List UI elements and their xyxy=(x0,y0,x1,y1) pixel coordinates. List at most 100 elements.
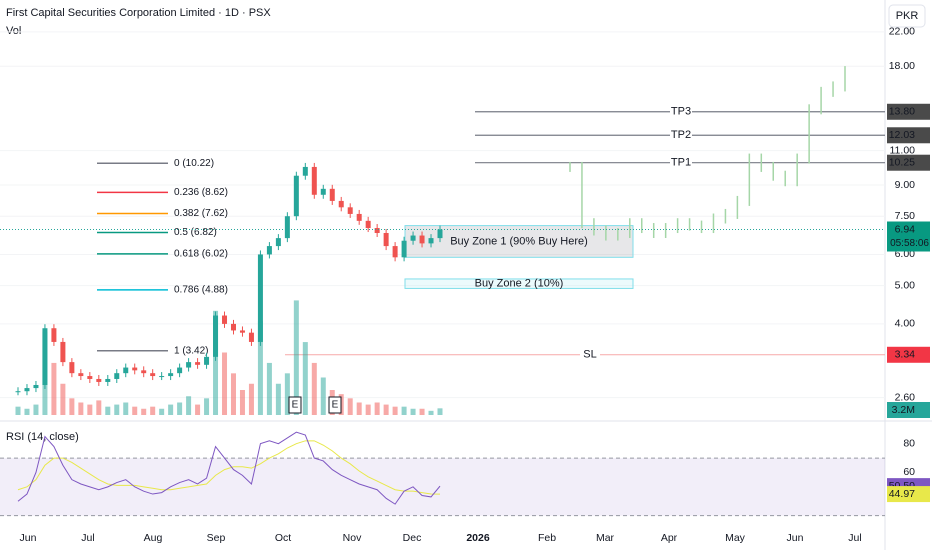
candle xyxy=(284,216,290,239)
event-marker xyxy=(288,396,302,414)
fib-label: 0.786 (4.88) xyxy=(174,284,228,295)
volume-bar xyxy=(33,404,39,415)
volume-bar xyxy=(275,383,281,415)
y-tick-label: 9.00 xyxy=(895,179,916,191)
event-label: E xyxy=(292,400,299,411)
candle xyxy=(195,362,201,365)
volume-bar xyxy=(302,342,308,415)
target-name: TP2 xyxy=(671,129,691,141)
volume-bar xyxy=(114,404,120,415)
candle xyxy=(419,235,425,244)
volume-bar xyxy=(365,404,371,415)
volume-bar xyxy=(213,310,219,415)
x-tick-label: Jun xyxy=(787,532,804,544)
rsi-tick-label: 80 xyxy=(903,437,915,449)
candle xyxy=(320,188,326,195)
candle xyxy=(365,220,371,229)
volume-bar xyxy=(428,410,434,415)
candle xyxy=(311,166,317,195)
candle xyxy=(222,315,228,324)
x-tick-label: Jun xyxy=(20,532,37,544)
x-tick-label: Sep xyxy=(207,532,226,544)
x-tick-label: Aug xyxy=(144,532,163,544)
currency[interactable]: PKR xyxy=(896,10,919,22)
volume-bar xyxy=(60,383,66,415)
fib-label: 0.618 (6.02) xyxy=(174,249,228,260)
target-name: TP3 xyxy=(671,106,691,118)
x-tick-label: Oct xyxy=(275,532,291,544)
volume-bar xyxy=(15,406,21,415)
volume-bar xyxy=(239,390,245,415)
rsi-title: RSI (14, close) xyxy=(6,431,79,443)
y-tick-label: 6.00 xyxy=(895,248,916,260)
volume-bar xyxy=(141,408,147,415)
volume-bar xyxy=(51,362,57,415)
volume-bar xyxy=(284,373,290,415)
rsi-ma xyxy=(17,440,441,495)
target-name: TP1 xyxy=(671,157,691,169)
stop-loss-tag xyxy=(887,346,930,363)
candle xyxy=(159,376,165,378)
last-price-label: 6.94 xyxy=(895,223,916,235)
volume-tag xyxy=(887,402,930,418)
candle xyxy=(60,341,66,363)
volume-bar xyxy=(24,408,30,415)
rsi-band xyxy=(0,458,885,516)
volume-bar xyxy=(159,408,165,415)
target-price-label: 13.80 xyxy=(889,106,915,118)
countdown: 05:58:06 xyxy=(890,238,929,249)
fib-label: 0.382 (7.62) xyxy=(174,208,228,219)
candle xyxy=(383,232,389,247)
candle xyxy=(401,240,407,258)
candle xyxy=(132,367,138,371)
volume-bar xyxy=(311,362,317,415)
candle xyxy=(437,229,443,239)
candle xyxy=(150,373,156,377)
volume-bar xyxy=(204,398,210,415)
volume-bar xyxy=(419,408,425,415)
volume-bar xyxy=(401,406,407,415)
volume-bar xyxy=(105,406,111,415)
rsi-tag xyxy=(887,486,930,503)
volume-bar xyxy=(347,398,353,415)
candle xyxy=(141,370,147,374)
y-tick-label: 5.00 xyxy=(895,279,916,291)
event-label: E xyxy=(332,400,339,411)
rsi-values xyxy=(17,431,441,505)
candle xyxy=(51,328,57,342)
volume-bar xyxy=(177,402,183,415)
target-price-tag xyxy=(887,127,930,144)
currency-button[interactable] xyxy=(888,4,926,28)
candle xyxy=(186,362,192,368)
x-tick-label: Feb xyxy=(538,532,556,544)
volume-bar xyxy=(186,396,192,415)
x-tick-label: 2026 xyxy=(466,532,490,544)
fib-label: 0.5 (6.82) xyxy=(174,227,217,238)
candle xyxy=(15,391,21,393)
candle xyxy=(168,373,174,377)
candle xyxy=(266,246,272,255)
x-tick-label: Dec xyxy=(403,532,422,544)
fib-label: 0.236 (8.62) xyxy=(174,187,228,198)
y-tick-label: 11.00 xyxy=(890,144,916,156)
volume-bar xyxy=(383,404,389,415)
event-marker xyxy=(328,396,342,414)
candle xyxy=(33,384,39,389)
volume-bar xyxy=(222,352,228,415)
target-price-tag xyxy=(887,103,930,120)
candle xyxy=(356,213,362,221)
buy-zone xyxy=(404,225,634,258)
buy-zone-label: Buy Zone 2 (10%) xyxy=(475,278,564,290)
volume-bar xyxy=(42,331,48,415)
candle xyxy=(428,238,434,244)
candle xyxy=(24,388,30,392)
candle xyxy=(230,323,236,331)
x-tick-label: May xyxy=(725,532,746,544)
target-price-label: 12.03 xyxy=(889,129,915,141)
y-tick-label: 4.00 xyxy=(895,318,916,330)
buy-zone-label: Buy Zone 1 (90% Buy Here) xyxy=(450,235,588,247)
candle xyxy=(248,332,254,342)
candle xyxy=(239,330,245,333)
fib-label: 0 (10.22) xyxy=(174,158,214,169)
